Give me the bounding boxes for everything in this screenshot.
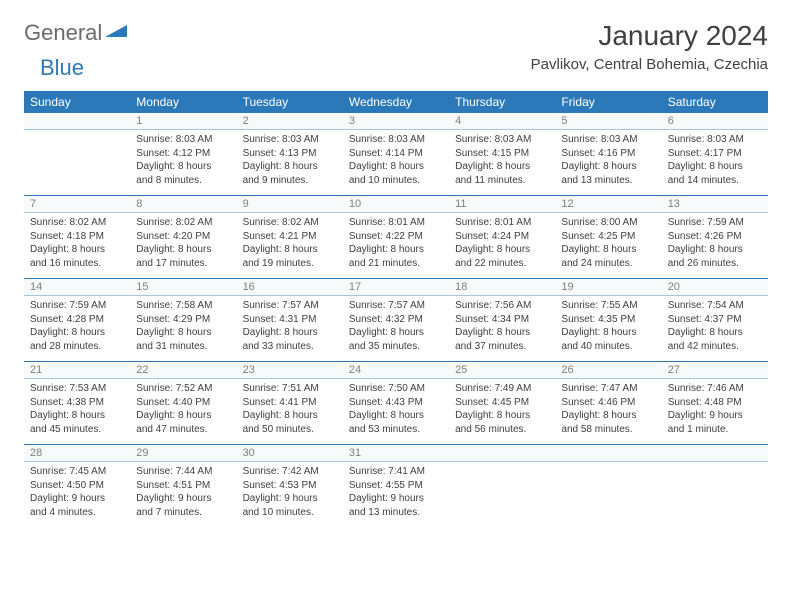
daynum-cell: 18 <box>449 279 555 296</box>
daynum-row: 7 8 9 10 11 12 13 <box>24 196 768 213</box>
daynum-cell: 20 <box>662 279 768 296</box>
daynum-cell: 1 <box>130 113 236 130</box>
daynum-cell: 17 <box>343 279 449 296</box>
daynum-cell: 22 <box>130 362 236 379</box>
day-cell: Sunrise: 8:03 AMSunset: 4:13 PMDaylight:… <box>237 130 343 196</box>
day-cell: Sunrise: 7:57 AMSunset: 4:31 PMDaylight:… <box>237 296 343 362</box>
day-header-wed: Wednesday <box>343 91 449 113</box>
day-header-fri: Friday <box>555 91 661 113</box>
daynum-cell: 6 <box>662 113 768 130</box>
day-cell: Sunrise: 7:55 AMSunset: 4:35 PMDaylight:… <box>555 296 661 362</box>
content-row: Sunrise: 8:03 AMSunset: 4:12 PMDaylight:… <box>24 130 768 196</box>
day-header-sat: Saturday <box>662 91 768 113</box>
daynum-row: 21 22 23 24 25 26 27 <box>24 362 768 379</box>
daynum-cell: 30 <box>237 445 343 462</box>
page-title: January 2024 <box>531 20 768 52</box>
day-cell: Sunrise: 8:01 AMSunset: 4:22 PMDaylight:… <box>343 213 449 279</box>
day-cell <box>555 462 661 528</box>
daynum-cell: 3 <box>343 113 449 130</box>
title-block: January 2024 Pavlikov, Central Bohemia, … <box>531 20 768 73</box>
day-cell: Sunrise: 8:03 AMSunset: 4:12 PMDaylight:… <box>130 130 236 196</box>
day-cell <box>449 462 555 528</box>
daynum-cell <box>662 445 768 462</box>
daynum-row: 1 2 3 4 5 6 <box>24 113 768 130</box>
daynum-cell: 29 <box>130 445 236 462</box>
daynum-cell: 9 <box>237 196 343 213</box>
daynum-cell: 14 <box>24 279 130 296</box>
daynum-cell: 27 <box>662 362 768 379</box>
daynum-cell: 15 <box>130 279 236 296</box>
logo-text-general: General <box>24 20 102 46</box>
day-cell: Sunrise: 7:44 AMSunset: 4:51 PMDaylight:… <box>130 462 236 528</box>
day-cell <box>662 462 768 528</box>
day-header-thu: Thursday <box>449 91 555 113</box>
daynum-cell <box>24 113 130 130</box>
daynum-cell: 12 <box>555 196 661 213</box>
calendar-table: Sunday Monday Tuesday Wednesday Thursday… <box>24 91 768 527</box>
day-cell: Sunrise: 8:03 AMSunset: 4:14 PMDaylight:… <box>343 130 449 196</box>
day-cell: Sunrise: 8:02 AMSunset: 4:21 PMDaylight:… <box>237 213 343 279</box>
day-cell: Sunrise: 7:53 AMSunset: 4:38 PMDaylight:… <box>24 379 130 445</box>
logo: General <box>24 20 129 46</box>
daynum-cell: 19 <box>555 279 661 296</box>
daynum-cell: 26 <box>555 362 661 379</box>
day-cell: Sunrise: 8:02 AMSunset: 4:18 PMDaylight:… <box>24 213 130 279</box>
day-cell: Sunrise: 8:01 AMSunset: 4:24 PMDaylight:… <box>449 213 555 279</box>
daynum-cell: 31 <box>343 445 449 462</box>
day-header-tue: Tuesday <box>237 91 343 113</box>
day-cell: Sunrise: 7:50 AMSunset: 4:43 PMDaylight:… <box>343 379 449 445</box>
day-cell: Sunrise: 8:00 AMSunset: 4:25 PMDaylight:… <box>555 213 661 279</box>
day-cell: Sunrise: 7:46 AMSunset: 4:48 PMDaylight:… <box>662 379 768 445</box>
daynum-cell: 4 <box>449 113 555 130</box>
daynum-row: 28 29 30 31 <box>24 445 768 462</box>
daynum-cell: 5 <box>555 113 661 130</box>
daynum-cell: 23 <box>237 362 343 379</box>
day-cell: Sunrise: 7:58 AMSunset: 4:29 PMDaylight:… <box>130 296 236 362</box>
content-row: Sunrise: 7:59 AMSunset: 4:28 PMDaylight:… <box>24 296 768 362</box>
day-cell: Sunrise: 7:41 AMSunset: 4:55 PMDaylight:… <box>343 462 449 528</box>
day-cell: Sunrise: 7:54 AMSunset: 4:37 PMDaylight:… <box>662 296 768 362</box>
daynum-cell <box>555 445 661 462</box>
daynum-cell: 13 <box>662 196 768 213</box>
day-cell: Sunrise: 7:42 AMSunset: 4:53 PMDaylight:… <box>237 462 343 528</box>
daynum-cell: 10 <box>343 196 449 213</box>
daynum-cell <box>449 445 555 462</box>
daynum-cell: 21 <box>24 362 130 379</box>
day-cell: Sunrise: 7:59 AMSunset: 4:28 PMDaylight:… <box>24 296 130 362</box>
daynum-cell: 2 <box>237 113 343 130</box>
day-cell: Sunrise: 7:47 AMSunset: 4:46 PMDaylight:… <box>555 379 661 445</box>
content-row: Sunrise: 8:02 AMSunset: 4:18 PMDaylight:… <box>24 213 768 279</box>
daynum-row: 14 15 16 17 18 19 20 <box>24 279 768 296</box>
day-header-row: Sunday Monday Tuesday Wednesday Thursday… <box>24 91 768 113</box>
day-cell: Sunrise: 7:45 AMSunset: 4:50 PMDaylight:… <box>24 462 130 528</box>
daynum-cell: 28 <box>24 445 130 462</box>
daynum-cell: 24 <box>343 362 449 379</box>
day-cell: Sunrise: 7:56 AMSunset: 4:34 PMDaylight:… <box>449 296 555 362</box>
day-cell: Sunrise: 7:52 AMSunset: 4:40 PMDaylight:… <box>130 379 236 445</box>
day-cell: Sunrise: 7:49 AMSunset: 4:45 PMDaylight:… <box>449 379 555 445</box>
day-cell: Sunrise: 8:03 AMSunset: 4:16 PMDaylight:… <box>555 130 661 196</box>
logo-text-blue: Blue <box>40 55 84 80</box>
content-row: Sunrise: 7:53 AMSunset: 4:38 PMDaylight:… <box>24 379 768 445</box>
day-cell: Sunrise: 8:03 AMSunset: 4:15 PMDaylight:… <box>449 130 555 196</box>
daynum-cell: 16 <box>237 279 343 296</box>
day-cell: Sunrise: 7:57 AMSunset: 4:32 PMDaylight:… <box>343 296 449 362</box>
day-cell: Sunrise: 8:02 AMSunset: 4:20 PMDaylight:… <box>130 213 236 279</box>
daynum-cell: 11 <box>449 196 555 213</box>
day-cell <box>24 130 130 196</box>
day-header-sun: Sunday <box>24 91 130 113</box>
daynum-cell: 8 <box>130 196 236 213</box>
day-cell: Sunrise: 8:03 AMSunset: 4:17 PMDaylight:… <box>662 130 768 196</box>
location-text: Pavlikov, Central Bohemia, Czechia <box>531 56 768 73</box>
logo-triangle-icon <box>105 23 127 44</box>
day-cell: Sunrise: 7:59 AMSunset: 4:26 PMDaylight:… <box>662 213 768 279</box>
daynum-cell: 7 <box>24 196 130 213</box>
day-cell: Sunrise: 7:51 AMSunset: 4:41 PMDaylight:… <box>237 379 343 445</box>
day-header-mon: Monday <box>130 91 236 113</box>
daynum-cell: 25 <box>449 362 555 379</box>
content-row: Sunrise: 7:45 AMSunset: 4:50 PMDaylight:… <box>24 462 768 528</box>
